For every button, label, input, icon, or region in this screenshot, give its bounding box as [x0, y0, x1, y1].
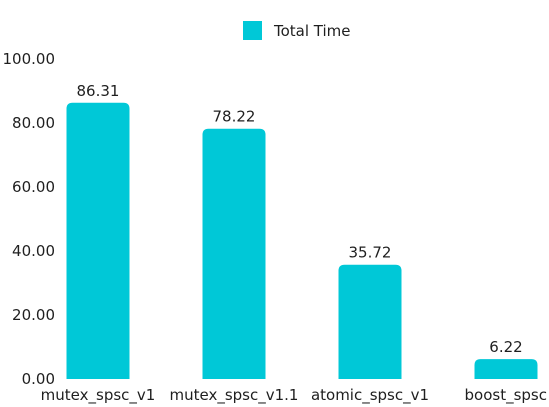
bar-mutex-spsc-v1-1	[202, 128, 266, 379]
bar-value-label: 86.31	[77, 82, 120, 100]
legend-label: Total Time	[273, 22, 351, 40]
y-tick-label: 0.00	[22, 370, 55, 388]
chart-legend: Total Time	[243, 21, 351, 40]
y-tick-label: 100.00	[3, 50, 56, 68]
x-category-label: mutex_spsc_v1.1	[170, 386, 299, 405]
x-category-label: atomic_spsc_v1	[311, 386, 429, 405]
bar-series	[66, 102, 538, 380]
y-tick-label: 40.00	[12, 242, 55, 260]
legend-swatch	[243, 21, 262, 40]
bar-boost-spsc	[474, 359, 538, 379]
y-tick-label: 80.00	[12, 114, 55, 132]
bar-mutex-spsc-v1	[66, 102, 130, 380]
bar-value-label: 78.22	[213, 108, 256, 126]
y-axis: 0.00 20.00 40.00 60.00 80.00 100.00	[3, 50, 56, 388]
bar-value-label: 6.22	[489, 338, 522, 356]
x-category-label: boost_spsc	[465, 386, 547, 405]
value-labels: 86.31 78.22 35.72 6.22	[77, 82, 523, 356]
y-tick-label: 60.00	[12, 178, 55, 196]
bar-atomic-spsc-v1	[338, 264, 402, 379]
x-axis: mutex_spsc_v1 mutex_spsc_v1.1 atomic_spsc_…	[41, 386, 547, 405]
x-category-label: mutex_spsc_v1	[41, 386, 156, 405]
bar-value-label: 35.72	[349, 244, 392, 262]
y-tick-label: 20.00	[12, 306, 55, 324]
